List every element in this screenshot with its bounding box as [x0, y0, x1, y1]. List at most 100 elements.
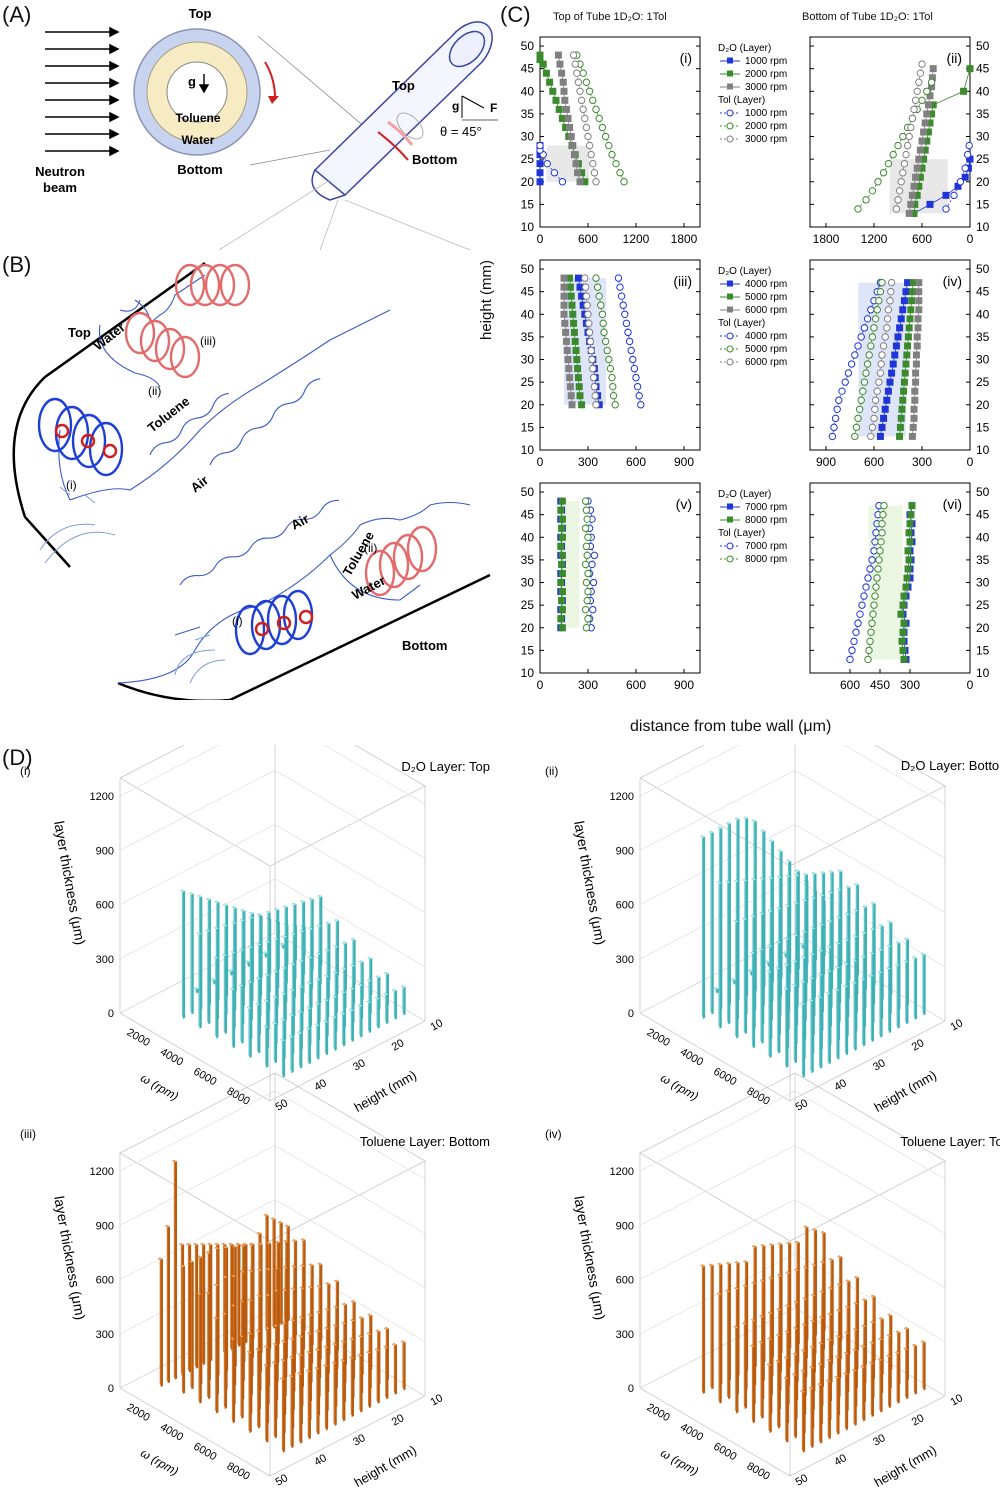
- data-point: [903, 574, 911, 582]
- tick-label: 30: [976, 576, 990, 590]
- data-point: [908, 297, 916, 305]
- bar-top: [221, 953, 228, 957]
- bar-side: [828, 993, 831, 1065]
- data-point: [567, 133, 575, 141]
- grid-edge: [789, 1020, 946, 1102]
- bar-top: [288, 1035, 294, 1038]
- plot-frame: [539, 259, 701, 451]
- y-tick-label: 10: [949, 1392, 966, 1409]
- bar-top: [834, 1375, 840, 1379]
- bar-top: [308, 1285, 314, 1289]
- bar-top: [817, 1362, 823, 1366]
- data-point: [907, 511, 915, 519]
- bar-top: [281, 966, 287, 970]
- grid-edge: [354, 745, 426, 787]
- series-do-6000rpm: [908, 279, 923, 440]
- bar-side: [923, 954, 926, 1016]
- b-air2-label: Air: [288, 511, 311, 533]
- grid-edge: [789, 785, 946, 867]
- series-line: [902, 505, 913, 660]
- data-point: [600, 328, 608, 337]
- bar-top: [767, 1337, 773, 1341]
- bar-side: [249, 1007, 252, 1059]
- data-point: [630, 364, 639, 373]
- bar-top: [273, 1289, 279, 1292]
- bar-top: [231, 906, 237, 910]
- bar-side: [377, 1349, 380, 1404]
- z-tick-label: 600: [616, 1275, 634, 1287]
- data-point: [590, 169, 599, 177]
- bar-top: [903, 1347, 909, 1351]
- bar-side: [702, 1266, 705, 1394]
- bar-top: [903, 959, 909, 963]
- bar-top: [256, 1294, 262, 1298]
- bar-side: [274, 1362, 277, 1439]
- data-point: [576, 87, 584, 95]
- z-tick-label: 600: [96, 900, 114, 912]
- tick-label: 30: [521, 353, 535, 367]
- data-point: [871, 538, 879, 546]
- bar-side: [317, 1368, 320, 1435]
- data-point: [963, 150, 972, 159]
- shaded-band: [868, 505, 903, 660]
- bar-top: [708, 830, 714, 834]
- legend-marker: [727, 83, 733, 90]
- data-point: [608, 150, 616, 159]
- data-point: [583, 515, 591, 523]
- bar-top: [291, 1239, 298, 1243]
- data-point: [863, 360, 872, 368]
- data-point: [915, 78, 923, 86]
- bar-top: [869, 951, 875, 955]
- data-point: [557, 615, 565, 623]
- data-point: [886, 297, 894, 305]
- c-ylabel: height (mm): [478, 259, 495, 340]
- bar-side: [351, 1357, 354, 1418]
- data-point: [625, 337, 634, 346]
- bar-top: [383, 1327, 390, 1330]
- data-point: [912, 351, 920, 359]
- grid-edge: [639, 1012, 791, 1102]
- data-point: [918, 96, 926, 105]
- z-tick-label: 600: [616, 900, 634, 912]
- bar-top: [886, 944, 892, 948]
- bar-top: [164, 1224, 171, 1228]
- bar-top: [245, 960, 251, 964]
- grid-line: [119, 1090, 426, 1180]
- tick-label: 20: [521, 621, 535, 635]
- data-point: [585, 319, 593, 328]
- bar-side: [274, 1023, 277, 1064]
- bar-top: [835, 1334, 841, 1338]
- bar-top: [349, 1318, 356, 1322]
- bar3d-chart-d-iv: 0 300 600 900 1200 2000 4000 6000 8000 10 20 30 40 50…: [545, 1072, 1000, 1490]
- bar-top: [775, 1359, 781, 1363]
- bar-top: [298, 1334, 304, 1338]
- bar-top: [340, 990, 346, 994]
- legend: D₂O (Layer) 7000 rpm 8000 rpm Tol (Layer) 70…: [718, 489, 787, 565]
- data-point: [582, 78, 591, 86]
- bar-side: [224, 1313, 227, 1410]
- data-point: [573, 69, 581, 77]
- data-point: [898, 637, 906, 645]
- data-point: [899, 169, 907, 177]
- data-point: [581, 283, 590, 291]
- data-point: [876, 432, 884, 440]
- data-point: [605, 355, 613, 364]
- tick-label: 1200: [861, 232, 888, 246]
- data-point: [609, 392, 618, 400]
- bar-side: [744, 918, 747, 1035]
- bar-top: [801, 930, 807, 934]
- bar-top: [323, 1019, 329, 1023]
- bar-top: [291, 902, 297, 906]
- bar-top: [214, 1242, 220, 1246]
- tick-label: 40: [521, 530, 535, 544]
- data-point: [921, 119, 929, 127]
- bar-top: [305, 1369, 311, 1373]
- data-point: [961, 173, 969, 181]
- bar-side: [334, 1017, 337, 1051]
- bar-top: [197, 1255, 203, 1259]
- data-point: [905, 324, 913, 332]
- data-point: [880, 501, 888, 510]
- data-point: [851, 432, 859, 441]
- c-title-left: Top of Tube 1D₂O: 1Tol: [553, 11, 667, 23]
- theta-label: θ = 45°: [440, 124, 482, 139]
